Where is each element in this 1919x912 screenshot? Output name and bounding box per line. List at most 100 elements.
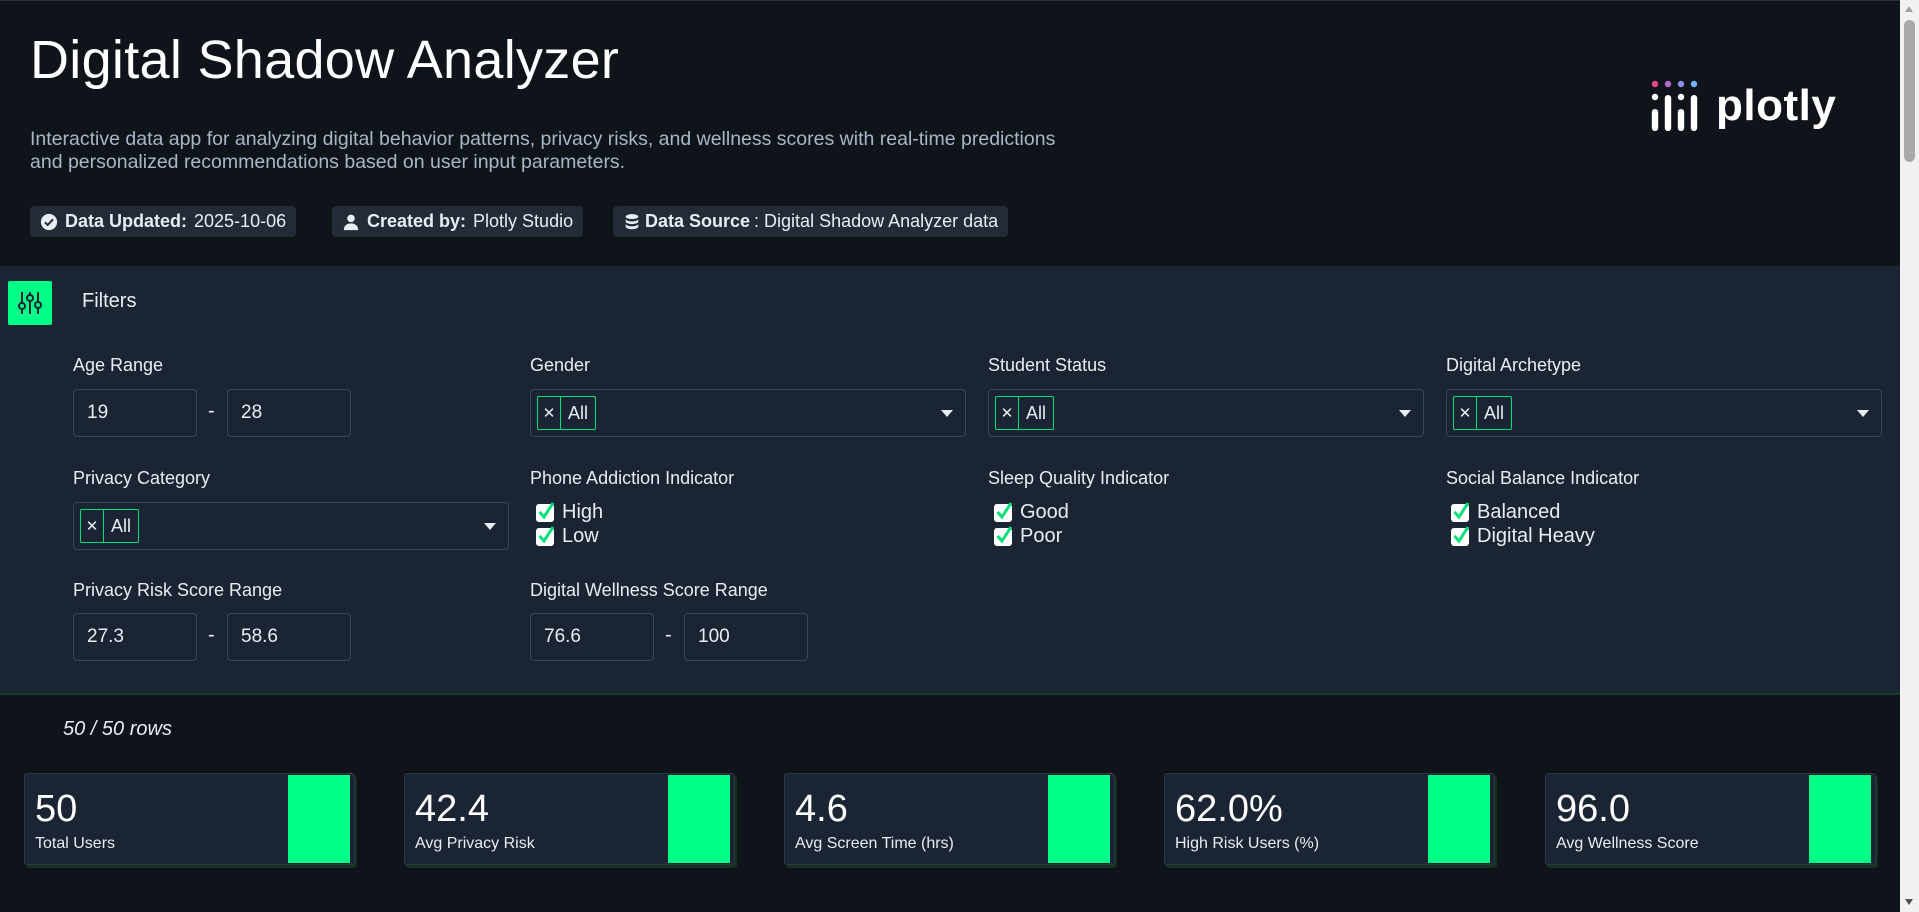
kpi-caption: Avg Privacy Risk: [415, 835, 535, 852]
data-updated-badge: Data Updated: 2025-10-06: [30, 206, 297, 237]
social-balance-label: Social Balance Indicator: [1446, 468, 1640, 488]
checkbox-label: Good: [1020, 501, 1069, 523]
gender-chip-value: All: [568, 402, 589, 423]
sliders-icon: [18, 292, 42, 314]
privacy-category-chip-value: All: [111, 515, 132, 536]
scroll-up-arrow-icon[interactable]: [1905, 6, 1913, 12]
wellness-max-input[interactable]: 100: [684, 613, 808, 661]
kpi-accent-bar: [1428, 775, 1490, 863]
checkbox-label: Digital Heavy: [1477, 525, 1595, 547]
wellness-range-separator: -: [665, 624, 672, 646]
page-subtitle: Interactive data app for analyzing digit…: [30, 128, 1056, 173]
checkbox-checked-icon[interactable]: [994, 525, 1013, 546]
privacy-category-chip: ✕ All: [80, 509, 140, 543]
wellness-range-label: Digital Wellness Score Range: [530, 580, 768, 600]
created-by-label: Created by:: [367, 211, 467, 231]
privacy-category-dropdown[interactable]: ✕ All: [73, 502, 509, 550]
filters-toggle-button[interactable]: [8, 281, 52, 325]
checkbox-phone-low[interactable]: Low: [536, 525, 599, 548]
checkbox-social-balanced[interactable]: Balanced: [1451, 501, 1560, 524]
user-icon: [343, 214, 359, 230]
privacy-risk-max-input[interactable]: 58.6: [227, 613, 351, 661]
remove-chip-icon[interactable]: ✕: [81, 510, 104, 542]
kpi-value: 62.0%: [1175, 788, 1283, 830]
privacy-risk-min-input[interactable]: 27.3: [73, 613, 197, 661]
plotly-logo-text: plotly: [1716, 81, 1837, 130]
checkbox-sleep-poor[interactable]: Poor: [994, 525, 1062, 548]
checkbox-phone-high[interactable]: High: [536, 501, 603, 524]
remove-chip-icon[interactable]: ✕: [996, 397, 1019, 429]
kpi-caption: Avg Screen Time (hrs): [795, 835, 954, 852]
kpi-accent-bar: [668, 775, 730, 863]
sleep-quality-label: Sleep Quality Indicator: [988, 468, 1170, 488]
checkbox-checked-icon[interactable]: [536, 501, 555, 522]
data-updated-value: 2025-10-06: [194, 211, 287, 231]
row-count: 50 / 50 rows: [63, 718, 172, 740]
kpi-value: 50: [35, 788, 78, 830]
privacy-risk-range-separator: -: [208, 624, 215, 646]
checkbox-label: Poor: [1020, 525, 1063, 547]
checkbox-label: Balanced: [1477, 501, 1561, 523]
created-by-value: Plotly Studio: [473, 211, 574, 231]
created-by-badge: Created by: Plotly Studio: [332, 206, 584, 237]
phone-addiction-label: Phone Addiction Indicator: [530, 468, 735, 488]
kpi-value: 42.4: [415, 788, 489, 830]
gender-chip: ✕ All: [537, 396, 597, 430]
checkbox-social-digital-heavy[interactable]: Digital Heavy: [1451, 525, 1595, 548]
data-source-badge: Data Source: Digital Shadow Analyzer dat…: [613, 206, 1009, 237]
checkbox-checked-icon[interactable]: [994, 501, 1013, 522]
digital-archetype-dropdown[interactable]: ✕ All: [1446, 389, 1882, 437]
plotly-logo-icon: [1651, 80, 1698, 131]
check-circle-icon: [40, 213, 58, 230]
wellness-min-input[interactable]: 76.6: [530, 613, 654, 661]
gender-dropdown[interactable]: ✕ All: [530, 389, 966, 437]
data-source-label: Data Source: [645, 211, 751, 231]
student-status-label: Student Status: [988, 355, 1107, 375]
privacy-risk-range-label: Privacy Risk Score Range: [73, 580, 283, 600]
checkbox-checked-icon[interactable]: [1451, 501, 1470, 522]
student-status-chip: ✕ All: [995, 396, 1055, 430]
data-source-value: : Digital Shadow Analyzer data: [754, 211, 999, 231]
chevron-down-icon[interactable]: [484, 523, 496, 530]
remove-chip-icon[interactable]: ✕: [1454, 397, 1477, 429]
header: Digital Shadow Analyzer Interactive data…: [0, 0, 1900, 266]
kpi-caption: Total Users: [35, 835, 116, 852]
kpi-card-avg-privacy-risk: 42.4 Avg Privacy Risk: [404, 773, 735, 865]
chevron-down-icon[interactable]: [1857, 410, 1869, 417]
checkbox-checked-icon[interactable]: [536, 525, 555, 546]
data-updated-label: Data Updated:: [65, 211, 188, 231]
digital-archetype-chip: ✕ All: [1453, 396, 1513, 430]
age-range-label: Age Range: [73, 355, 164, 375]
database-icon: [625, 213, 639, 229]
kpi-accent-bar: [1809, 775, 1871, 863]
kpi-card-avg-screen-time: 4.6 Avg Screen Time (hrs): [784, 773, 1115, 865]
checkbox-label: Low: [562, 525, 599, 547]
digital-archetype-chip-value: All: [1484, 402, 1505, 423]
gender-label: Gender: [530, 355, 591, 375]
age-min-input[interactable]: 19: [73, 389, 197, 437]
kpi-value: 96.0: [1556, 788, 1630, 830]
checkbox-checked-icon[interactable]: [1451, 525, 1470, 546]
digital-archetype-label: Digital Archetype: [1446, 355, 1582, 375]
scroll-down-arrow-icon[interactable]: [1905, 899, 1913, 905]
kpi-accent-bar: [1048, 775, 1110, 863]
kpi-card-high-risk-users: 62.0% High Risk Users (%): [1164, 773, 1495, 865]
remove-chip-icon[interactable]: ✕: [538, 397, 561, 429]
age-max-input[interactable]: 28: [227, 389, 351, 437]
privacy-category-label: Privacy Category: [73, 468, 211, 488]
age-range-separator: -: [208, 400, 215, 422]
kpi-caption: High Risk Users (%): [1175, 835, 1320, 852]
checkbox-sleep-good[interactable]: Good: [994, 501, 1069, 524]
kpi-value: 4.6: [795, 788, 848, 830]
student-status-dropdown[interactable]: ✕ All: [988, 389, 1424, 437]
filters-title: Filters: [82, 290, 137, 312]
student-status-chip-value: All: [1026, 402, 1047, 423]
kpi-caption: Avg Wellness Score: [1556, 835, 1699, 852]
scrollbar-thumb[interactable]: [1904, 20, 1915, 162]
chevron-down-icon[interactable]: [941, 410, 953, 417]
plotly-logo: plotly: [1650, 79, 1836, 133]
kpi-card-total-users: 50 Total Users: [24, 773, 355, 865]
chevron-down-icon[interactable]: [1399, 410, 1411, 417]
vertical-scrollbar[interactable]: [1900, 0, 1919, 912]
